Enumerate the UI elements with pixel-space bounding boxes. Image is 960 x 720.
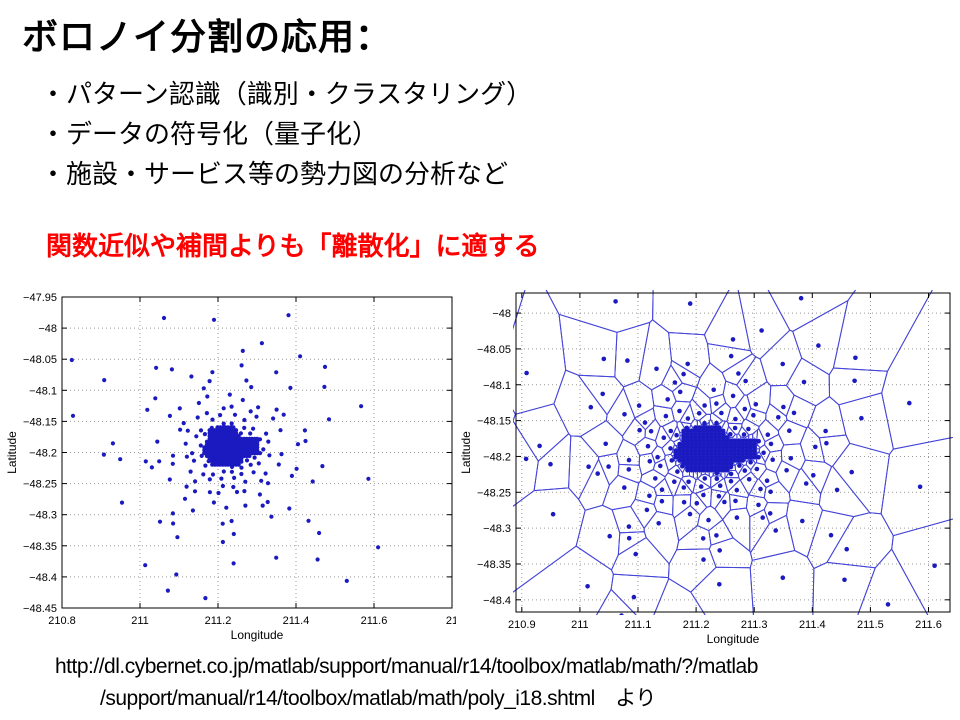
- voronoi-figure: 210.9 211 211.1 211.2 211.3 211.4 211.5 211.6 −4…: [460, 290, 953, 646]
- y-tick-label: −48.2: [483, 451, 511, 463]
- x-tick-label: 210.8: [48, 615, 76, 627]
- x-axis-label: Longitude: [707, 632, 760, 646]
- axis-box: [61, 296, 453, 609]
- tick-labels: 210.8 211 211.2 211.4 211.6 21 −47.95 −48 −48.05…: [23, 292, 456, 627]
- bullet-item: ・データの符号化（量子化）: [40, 119, 379, 149]
- y-tick-label: −48.25: [477, 487, 511, 499]
- y-tick-label: −48: [492, 308, 511, 320]
- x-tick-label: 211.6: [361, 615, 388, 627]
- y-tick-label: −48.4: [29, 572, 57, 584]
- y-axis-label: Latitude: [460, 431, 473, 474]
- y-tick-label: −48.05: [23, 354, 57, 366]
- y-tick-label: −48.35: [477, 559, 511, 571]
- highlight-text: 関数近似や補間よりも「離散化」に適する: [46, 231, 540, 261]
- y-tick-label: −48.3: [483, 523, 511, 535]
- y-tick-label: −48.4: [483, 595, 511, 607]
- tick-labels: 210.9 211 211.1 211.2 211.3 211.4 211.5 211.6 −4…: [477, 308, 942, 631]
- x-tick-label: 211.2: [683, 619, 710, 631]
- y-tick-label: −48.05: [477, 344, 511, 356]
- x-tick-label: 210.9: [508, 619, 536, 631]
- y-tick-label: −47.95: [23, 292, 57, 304]
- x-tick-label: 211.3: [741, 619, 768, 631]
- y-tick-label: −48.25: [23, 479, 57, 491]
- data-points: [523, 295, 937, 615]
- y-tick-label: −48.1: [29, 385, 57, 397]
- x-axis-label: Longitude: [231, 628, 284, 642]
- source-url-line1: http://dl.cybernet.co.jp/matlab/support/…: [55, 655, 758, 678]
- x-tick-label: 211.6: [915, 619, 942, 631]
- y-tick-label: −48.2: [29, 448, 57, 460]
- bullet-item: ・施設・サービス等の勢力図の分析など: [40, 159, 509, 189]
- y-tick-label: −48.3: [29, 510, 57, 522]
- y-tick-label: −48.35: [23, 541, 57, 553]
- y-tick-label: −48.45: [23, 603, 57, 615]
- x-tick-label: 211: [571, 619, 589, 631]
- y-tick-label: −48.15: [477, 416, 511, 428]
- x-tick-label: 21: [446, 615, 456, 627]
- y-tick-label: −48: [38, 323, 57, 335]
- scatter-figure: 210.8 211 211.2 211.4 211.6 21 −47.95 −48 −48.05…: [5, 292, 456, 642]
- slide-title: ボロノイ分割の応用：: [22, 16, 393, 57]
- x-tick-label: 211: [131, 615, 149, 627]
- source-url-line2: /support/manual/r14/toolbox/matlab/math/…: [100, 687, 656, 710]
- y-axis-label: Latitude: [5, 431, 19, 474]
- x-tick-label: 211.4: [799, 619, 826, 631]
- grid-lines: [61, 296, 453, 609]
- x-tick-label: 211.4: [283, 615, 310, 627]
- x-tick-label: 211.1: [625, 619, 652, 631]
- data-points: [69, 313, 381, 601]
- voronoi-edges: [513, 290, 953, 615]
- axis-box: [515, 292, 951, 613]
- x-tick-label: 211.2: [205, 615, 232, 627]
- bullet-list: ・パターン認識（識別・クラスタリング） ・データの符号化（量子化） ・施設・サー…: [40, 74, 532, 194]
- bullet-item: ・パターン認識（識別・クラスタリング）: [40, 79, 533, 109]
- x-tick-label: 211.5: [857, 619, 884, 631]
- y-tick-label: −48.1: [483, 380, 511, 392]
- y-tick-label: −48.15: [23, 416, 57, 428]
